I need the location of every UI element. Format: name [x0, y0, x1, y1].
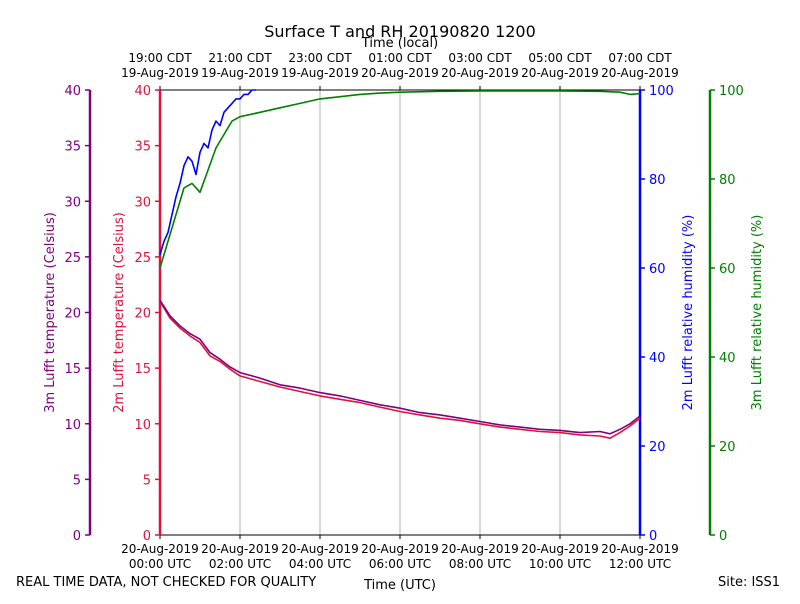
y-axis-3m-temperature-label: 3m Lufft temperature (Celsius) [43, 212, 58, 413]
x-tick-label-time: 10:00 UTC [529, 557, 591, 571]
top-tick-label-date: 19-Aug-2019 [281, 66, 359, 80]
top-tick-label-date: 20-Aug-2019 [361, 66, 439, 80]
y-axis-2m-temperature-tick-label: 35 [134, 140, 151, 155]
y-axis-2m-humidity-tick-label: 20 [649, 440, 666, 455]
top-tick-label-time: 01:00 CDT [368, 51, 432, 65]
y-axis-2m-humidity-tick-label: 40 [649, 351, 666, 366]
y-axis-2m-temperature-tick-label: 25 [134, 251, 151, 266]
y-axis-2m-temperature-tick-label: 30 [134, 195, 151, 210]
x-axis-label: Time (UTC) [363, 578, 436, 593]
y-axis-3m-humidity-tick-label: 0 [719, 529, 727, 544]
x-tick-label-date: 20-Aug-2019 [281, 542, 359, 556]
series-2m-lufft-temperature [159, 300, 641, 440]
x-tick-label-time: 06:00 UTC [369, 557, 431, 571]
y-axis-3m-humidity-tick-label: 20 [719, 440, 736, 455]
y-axis-2m-temperature-tick-label: 15 [134, 362, 151, 377]
y-axis-3m-humidity-label: 3m Lufft relative humidity (%) [750, 215, 765, 411]
top-tick-label-date: 19-Aug-2019 [201, 66, 279, 80]
site-label: Site: ISS1 [718, 575, 781, 590]
series-3m-lufft-temperature [159, 299, 641, 435]
top-tick-label-time: 23:00 CDT [288, 51, 352, 65]
x-tick-label-time: 08:00 UTC [449, 557, 511, 571]
y-axis-2m-temperature-tick-label: 5 [143, 473, 151, 488]
x-tick-label-date: 20-Aug-2019 [441, 542, 519, 556]
y-axis-2m-temperature-tick-label: 40 [134, 84, 151, 99]
x-tick-label-time: 02:00 UTC [209, 557, 271, 571]
x-tick-label-date: 20-Aug-2019 [121, 542, 199, 556]
x-tick-label-date: 20-Aug-2019 [521, 542, 599, 556]
y-axis-3m-humidity-tick-label: 100 [719, 84, 744, 99]
top-tick-label-time: 03:00 CDT [448, 51, 512, 65]
quality-disclaimer: REAL TIME DATA, NOT CHECKED FOR QUALITY [16, 575, 317, 590]
series-2m-lufft-relative-humidity [159, 89, 256, 255]
y-axis-3m-temperature-tick-label: 30 [64, 195, 81, 210]
x-tick-label-date: 20-Aug-2019 [201, 542, 279, 556]
x-tick-label-time: 04:00 UTC [289, 557, 351, 571]
top-tick-label-date: 20-Aug-2019 [441, 66, 519, 80]
x-tick-label-time: 00:00 UTC [129, 557, 191, 571]
x-tick-label-date: 20-Aug-2019 [361, 542, 439, 556]
top-tick-label-time: 19:00 CDT [128, 51, 192, 65]
top-axis-title: Time (local) [361, 36, 438, 51]
y-axis-3m-humidity-tick-label: 80 [719, 173, 736, 188]
y-axis-2m-humidity-tick-label: 60 [649, 262, 666, 277]
top-tick-label-date: 19-Aug-2019 [121, 66, 199, 80]
y-axis-3m-temperature-tick-label: 35 [64, 140, 81, 155]
y-axis-2m-humidity-tick-label: 80 [649, 173, 666, 188]
chart-title: Surface T and RH 20190820 1200 [264, 22, 536, 41]
y-axis-3m-temperature-tick-label: 0 [73, 529, 81, 544]
y-axis-2m-temperature-tick-label: 10 [134, 418, 151, 433]
top-tick-label-time: 21:00 CDT [208, 51, 272, 65]
y-axis-3m-temperature-tick-label: 15 [64, 362, 81, 377]
y-axis-2m-humidity-tick-label: 0 [649, 529, 657, 544]
series-3m-lufft-relative-humidity [159, 90, 641, 269]
top-tick-label-time: 07:00 CDT [608, 51, 672, 65]
y-axis-2m-temperature-tick-label: 20 [134, 307, 151, 322]
y-axis-3m-humidity-tick-label: 40 [719, 351, 736, 366]
top-tick-label-time: 05:00 CDT [528, 51, 592, 65]
top-tick-label-date: 20-Aug-2019 [521, 66, 599, 80]
y-axis-3m-temperature-tick-label: 10 [64, 418, 81, 433]
y-axis-3m-temperature-tick-label: 25 [64, 251, 81, 266]
y-axis-2m-humidity-tick-label: 100 [649, 84, 674, 99]
x-tick-label-time: 12:00 UTC [609, 557, 671, 571]
y-axis-3m-temperature-tick-label: 5 [73, 473, 81, 488]
x-tick-label-date: 20-Aug-2019 [601, 542, 679, 556]
top-tick-label-date: 20-Aug-2019 [601, 66, 679, 80]
y-axis-2m-temperature-label: 2m Lufft temperature (Celsius) [112, 212, 127, 413]
y-axis-2m-humidity-label: 2m Lufft relative humidity (%) [681, 215, 696, 411]
y-axis-3m-temperature-tick-label: 20 [64, 307, 81, 322]
y-axis-2m-temperature-tick-label: 0 [143, 529, 151, 544]
y-axis-3m-temperature-tick-label: 40 [64, 84, 81, 99]
y-axis-3m-humidity-tick-label: 60 [719, 262, 736, 277]
